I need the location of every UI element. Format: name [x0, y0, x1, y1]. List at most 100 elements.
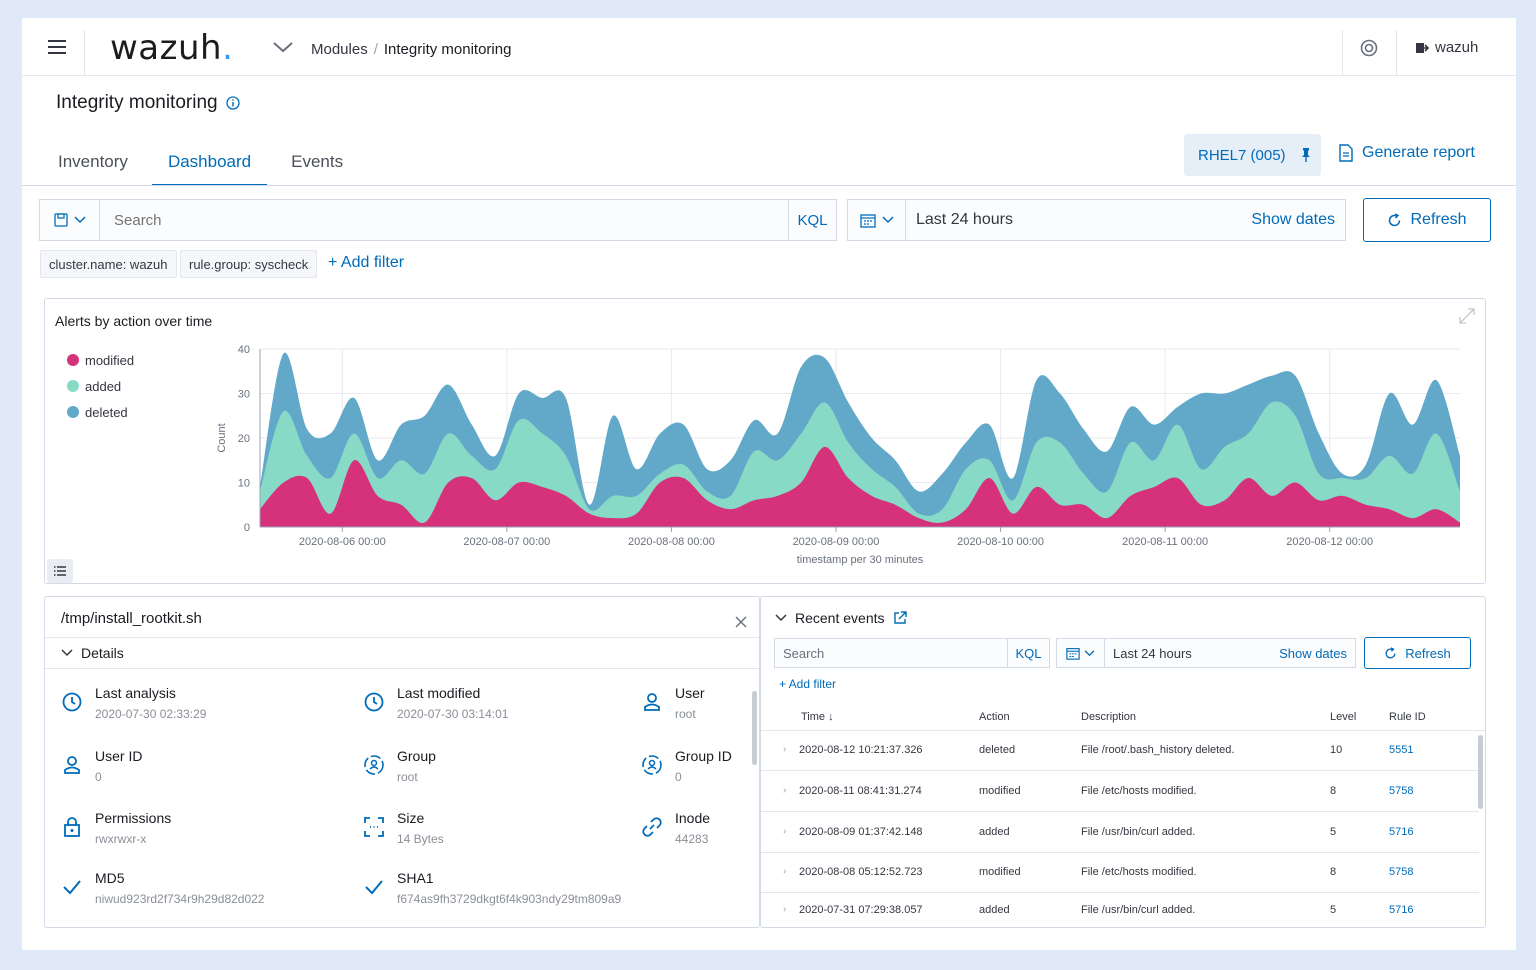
calendar-icon	[859, 214, 876, 228]
breadcrumb: Modules / Integrity monitoring	[311, 41, 512, 58]
chart-legend: modified added deleted	[67, 347, 134, 425]
column-level[interactable]: Level	[1330, 711, 1357, 723]
calendar-icon	[1066, 648, 1080, 660]
y-tick-label: 40	[238, 344, 250, 356]
add-filter-link[interactable]: + Add filter	[328, 254, 405, 271]
expand-icon[interactable]	[1458, 307, 1476, 328]
table-row[interactable]: › 2020-07-31 07:29:38.057 added File /us…	[783, 904, 1414, 916]
quick-date-menu[interactable]	[848, 200, 906, 240]
detail-user-id: User ID 0	[61, 748, 142, 784]
page-title: Integrity monitoring	[56, 92, 240, 114]
legend-toggle-button[interactable]	[47, 559, 73, 583]
rule-id-link[interactable]: 5551	[1389, 744, 1414, 756]
tab-inventory[interactable]: Inventory	[58, 152, 128, 171]
pin-icon	[1301, 148, 1310, 162]
chevron-down-icon	[61, 649, 73, 657]
expand-row-icon[interactable]: ›	[783, 744, 787, 755]
events-query-bar: Search KQL	[774, 638, 1050, 668]
column-rule-id[interactable]: Rule ID	[1389, 711, 1426, 723]
group-icon	[364, 755, 384, 775]
events-date-picker: Last 24 hours Show dates	[1056, 638, 1356, 668]
expand-row-icon[interactable]: ›	[783, 785, 787, 796]
details-accordion[interactable]: Details	[45, 637, 759, 669]
expand-row-icon[interactable]: ›	[783, 866, 787, 877]
detail-inode: Inode 44283	[641, 810, 710, 846]
x-tick-label: 2020-08-07 00:00	[463, 536, 550, 548]
agent-button[interactable]: RHEL7 (005)	[1184, 134, 1321, 176]
tab-dashboard[interactable]: Dashboard	[151, 142, 268, 186]
chart-title: Alerts by action over time	[55, 313, 213, 329]
expand-row-icon[interactable]: ›	[783, 826, 787, 837]
table-row[interactable]: › 2020-08-11 08:41:31.274 modified File …	[761, 772, 1479, 812]
show-dates-link[interactable]: Show dates	[1251, 211, 1335, 228]
generate-report-button[interactable]: Generate report	[1338, 144, 1475, 162]
kql-toggle[interactable]: KQL	[788, 200, 836, 240]
events-search-input[interactable]: Search	[783, 645, 825, 661]
x-tick-label: 2020-08-09 00:00	[793, 536, 880, 548]
user-menu[interactable]: wazuh	[1415, 39, 1478, 56]
save-icon	[53, 213, 68, 227]
info-icon[interactable]	[225, 96, 240, 110]
rule-id-link[interactable]: 5716	[1389, 826, 1414, 838]
scrollbar[interactable]	[752, 691, 757, 765]
user-icon	[644, 693, 660, 711]
size-icon	[364, 817, 384, 837]
file-path: /tmp/install_rootkit.sh	[61, 610, 202, 627]
recent-events-header[interactable]: Recent events	[775, 610, 907, 626]
events-quick-date-menu[interactable]	[1057, 639, 1105, 667]
column-time[interactable]: Time ↓	[801, 711, 834, 723]
saved-query-menu[interactable]	[40, 200, 100, 240]
filter-pill[interactable]: rule.group: syscheck	[180, 250, 318, 278]
legend-item[interactable]: added	[67, 373, 134, 399]
tab-events[interactable]: Events	[291, 152, 344, 171]
legend-item[interactable]: modified	[67, 347, 134, 373]
table-row[interactable]: › 2020-08-09 01:37:42.148 added File /us…	[761, 813, 1479, 853]
external-link-icon[interactable]	[893, 611, 907, 625]
divider	[1342, 30, 1343, 76]
menu-icon[interactable]	[48, 40, 66, 54]
help-icon[interactable]	[1360, 39, 1378, 60]
breadcrumb-modules[interactable]: Modules	[311, 41, 368, 58]
events-kql-toggle[interactable]: KQL	[1007, 639, 1049, 667]
scrollbar[interactable]	[1478, 735, 1483, 809]
date-range[interactable]: Last 24 hours	[916, 211, 1013, 228]
events-date-range[interactable]: Last 24 hours	[1113, 645, 1192, 661]
wazuh-logo[interactable]: wazuh.	[110, 28, 234, 68]
expand-row-icon[interactable]: ›	[783, 904, 787, 915]
detail-last-modified: Last modified 2020-07-30 03:14:01	[363, 685, 508, 721]
rule-id-link[interactable]: 5716	[1389, 904, 1414, 916]
events-refresh-button[interactable]: Refresh	[1364, 637, 1471, 669]
rule-id-link[interactable]: 5758	[1389, 866, 1414, 878]
search-input[interactable]	[100, 200, 788, 240]
refresh-icon	[1385, 646, 1396, 658]
detail-user: User root	[641, 685, 705, 721]
agent-label: RHEL7 (005)	[1198, 146, 1286, 164]
close-icon[interactable]	[735, 615, 747, 631]
clock-icon	[62, 692, 82, 712]
legend-item[interactable]: deleted	[67, 399, 134, 425]
table-row[interactable]: › 2020-08-08 05:12:52.723 modified File …	[761, 853, 1479, 893]
events-show-dates-link[interactable]: Show dates	[1279, 645, 1347, 661]
column-description[interactable]: Description	[1081, 711, 1137, 723]
filter-pill[interactable]: cluster.name: wazuh	[40, 250, 177, 278]
tab-bar: Inventory Dashboard Events	[48, 142, 367, 186]
detail-group: Group root	[363, 748, 436, 784]
rule-id-link[interactable]: 5758	[1389, 785, 1414, 797]
events-add-filter-link[interactable]: + Add filter	[779, 677, 837, 691]
check-icon	[63, 880, 81, 895]
refresh-button[interactable]: Refresh	[1363, 198, 1491, 242]
series-area-modified	[260, 446, 1460, 527]
user-icon	[64, 756, 80, 774]
query-bar: KQL	[39, 199, 837, 241]
legend-swatch	[67, 354, 79, 366]
column-action[interactable]: Action	[979, 711, 1010, 723]
chevron-down-icon[interactable]	[272, 38, 294, 59]
divider	[1396, 30, 1397, 76]
link-icon	[642, 817, 662, 837]
y-tick-label: 20	[238, 433, 250, 445]
table-row[interactable]: › 2020-08-12 10:21:37.326 deleted File /…	[761, 731, 1479, 771]
sort-arrow-icon: ↓	[828, 711, 834, 723]
x-axis-title: timestamp per 30 minutes	[797, 554, 924, 566]
area-chart: 0 10 20 30 40 2020-08-06 00:00 2020-08-07 00:0…	[216, 344, 1460, 566]
breadcrumb-current: Integrity monitoring	[383, 41, 512, 58]
